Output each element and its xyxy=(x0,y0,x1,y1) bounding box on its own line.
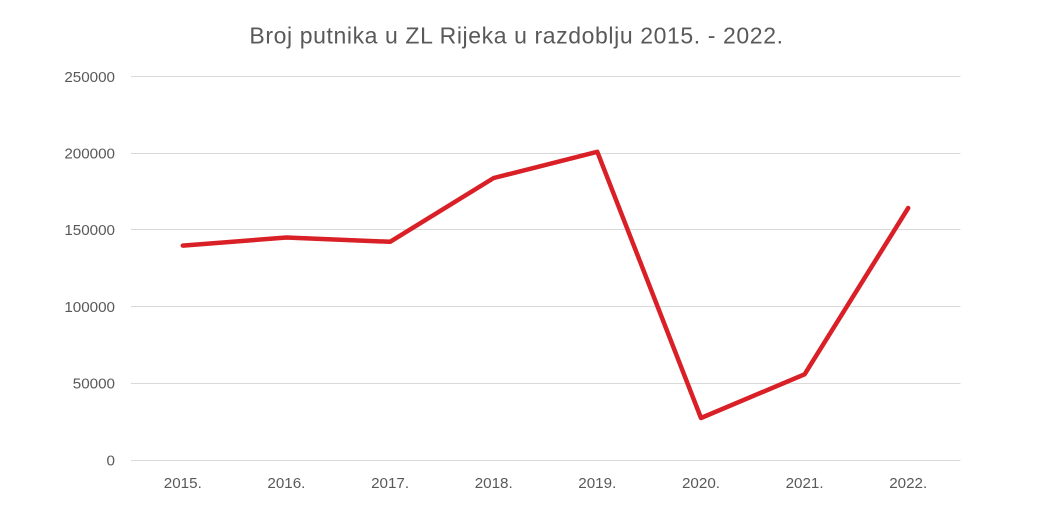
svg-text:250000: 250000 xyxy=(64,69,115,86)
svg-text:2022.: 2022. xyxy=(889,475,927,492)
svg-text:150000: 150000 xyxy=(64,222,115,239)
svg-text:50000: 50000 xyxy=(73,376,115,393)
svg-text:2021.: 2021. xyxy=(786,475,824,492)
svg-text:2016.: 2016. xyxy=(267,475,305,492)
svg-text:100000: 100000 xyxy=(64,299,115,316)
svg-text:Broj putnika u ZL Rijeka u raz: Broj putnika u ZL Rijeka u razdoblju 201… xyxy=(249,23,783,49)
svg-text:200000: 200000 xyxy=(64,146,115,163)
svg-text:2020.: 2020. xyxy=(682,475,720,492)
svg-text:2019.: 2019. xyxy=(578,475,616,492)
svg-text:2015.: 2015. xyxy=(164,475,202,492)
svg-text:2018.: 2018. xyxy=(475,475,513,492)
svg-text:2017.: 2017. xyxy=(371,475,409,492)
svg-text:0: 0 xyxy=(107,452,115,469)
